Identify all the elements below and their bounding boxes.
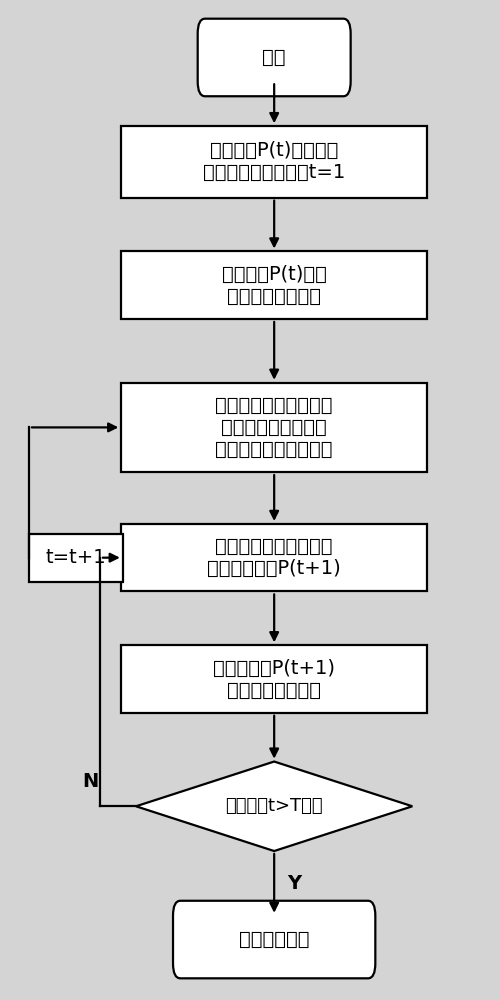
Bar (121, 524, 427, 591)
FancyBboxPatch shape (198, 19, 351, 96)
Text: Y: Y (287, 874, 301, 893)
Polygon shape (136, 762, 412, 851)
Bar (121, 251, 427, 319)
Text: t=t+1: t=t+1 (45, 548, 106, 567)
FancyBboxPatch shape (173, 901, 375, 978)
Text: 开始: 开始 (262, 48, 286, 67)
Text: 输出最优结果: 输出最优结果 (239, 930, 309, 949)
Bar (121, 126, 427, 198)
Text: 满足条件t>T否？: 满足条件t>T否？ (226, 797, 323, 815)
Text: 对种群进行差分进化操
作生成新群体P(t+1): 对种群进行差分进化操 作生成新群体P(t+1) (207, 537, 341, 578)
Bar (121, 645, 427, 713)
Text: N: N (82, 772, 98, 791)
Text: 算法种群P(t)及算法参
数初始化，进化代数t=1: 算法种群P(t)及算法参 数初始化，进化代数t=1 (203, 141, 345, 182)
Text: 评价新群体P(t+1)
个体的目标函数值: 评价新群体P(t+1) 个体的目标函数值 (213, 658, 335, 700)
Text: 评估群体P(t)每一
个体的目标函数值: 评估群体P(t)每一 个体的目标函数值 (222, 265, 327, 306)
Bar (121, 383, 427, 472)
Bar (29, 534, 123, 582)
Text: 对种群最优个体作为初
始点进行模式局部搜
索，并替代原最优个体: 对种群最优个体作为初 始点进行模式局部搜 索，并替代原最优个体 (216, 396, 333, 459)
